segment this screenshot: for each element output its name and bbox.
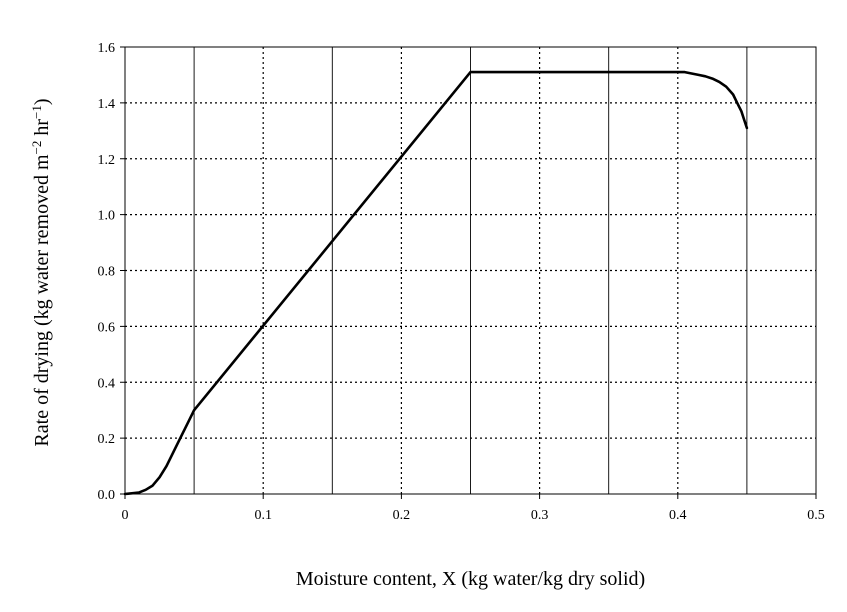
x-axis-title: Moisture content, X (kg water/kg dry sol…	[296, 568, 645, 590]
y-axis-title-part: )	[31, 98, 53, 105]
grid-lines	[125, 47, 816, 494]
y-axis-title: Rate of drying (kg water removed m−2 hr−…	[29, 98, 54, 446]
y-axis-title-part: Rate of drying (kg water removed m	[31, 154, 53, 447]
y-tick-label-3: 0.6	[98, 320, 116, 335]
y-axis-title-superscript: −1	[29, 105, 44, 119]
x-tick-label-3: 0.3	[531, 508, 549, 523]
x-tick-label-0: 0	[122, 508, 129, 523]
y-axis-title-superscript: −2	[29, 141, 44, 155]
drying-rate-series-line	[123, 70, 749, 496]
x-tick-label-4: 0.4	[669, 508, 687, 523]
y-axis-title-part: hr	[31, 119, 53, 141]
y-tick-label-7: 1.4	[98, 97, 116, 112]
y-tick-label-8: 1.6	[98, 41, 116, 56]
y-tick-label-1: 0.2	[98, 432, 116, 447]
y-tick-label-0: 0.0	[98, 488, 116, 503]
x-axis-ticks: 0 0.1 0.2 0.3 0.4 0.5	[122, 494, 825, 523]
y-tick-label-4: 0.8	[98, 265, 116, 280]
x-tick-label-5: 0.5	[807, 508, 825, 523]
y-tick-label-5: 1.0	[98, 209, 116, 224]
y-tick-label-6: 1.2	[98, 153, 116, 168]
x-tick-label-2: 0.2	[393, 508, 411, 523]
y-tick-label-2: 0.4	[98, 376, 116, 391]
x-tick-label-1: 0.1	[254, 508, 272, 523]
y-axis-ticks: 0.0 0.2 0.4 0.6 0.8 1.0 1.2 1.4 1.6	[98, 41, 125, 503]
